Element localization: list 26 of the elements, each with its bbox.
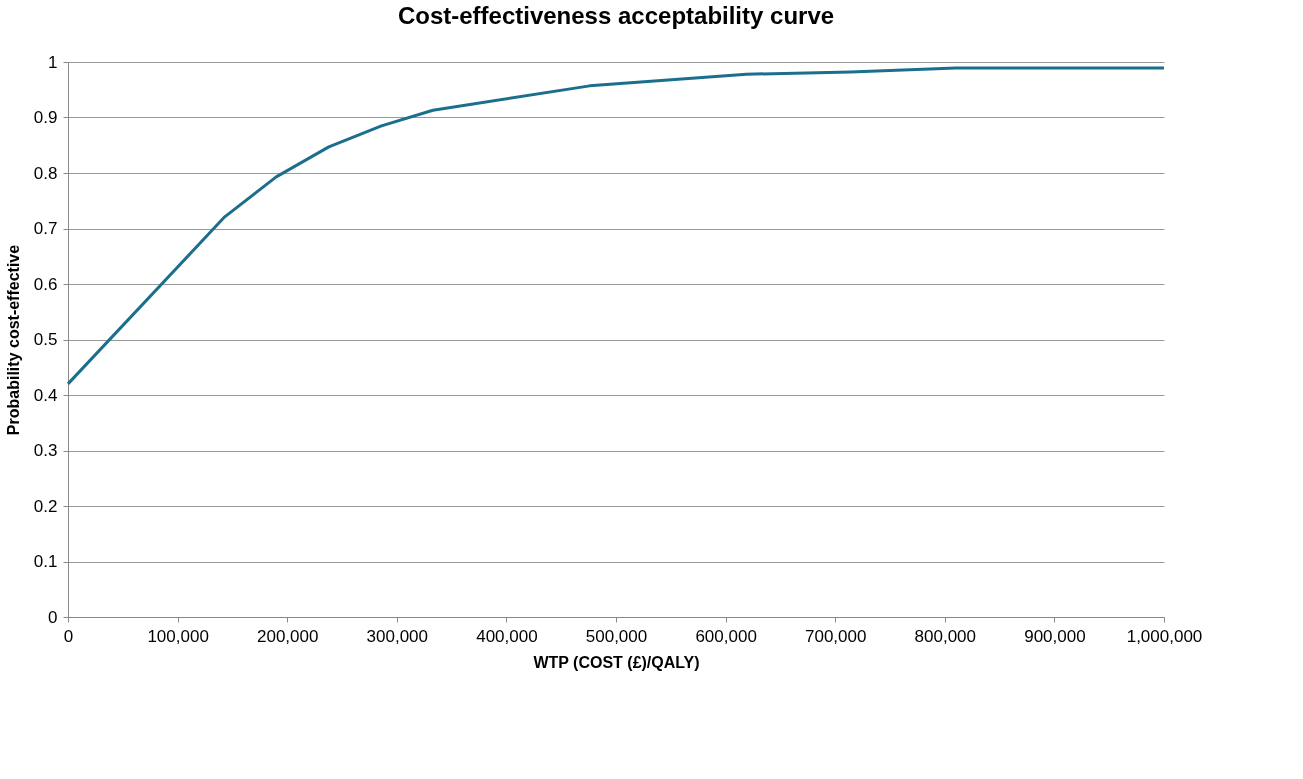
line-series <box>66 66 1166 386</box>
chart-title: Cost-effectiveness acceptability curve <box>397 2 835 29</box>
x-tick-label: 300,000 <box>366 626 429 646</box>
x-axis-title: WTP (COST (£)/QALY) <box>533 653 700 671</box>
y-tick-label: 0.2 <box>33 496 58 516</box>
x-tick-label: 800,000 <box>914 626 977 646</box>
y-tick-label: 0.8 <box>33 163 58 183</box>
y-tick-label: 0.9 <box>33 108 58 127</box>
x-tick-label: 900,000 <box>1024 626 1086 646</box>
y-tick-label: 1 <box>48 52 58 72</box>
x-tick-label: 400,000 <box>476 626 538 646</box>
y-tick-label: 0.3 <box>33 441 58 460</box>
x-tick-label: 0 <box>63 626 74 646</box>
y-tick-label: 0.1 <box>33 552 58 571</box>
y-tick-label: 0.4 <box>33 385 58 405</box>
y-axis-title: Probability cost-effective <box>4 244 22 436</box>
x-tick-label: 600,000 <box>695 626 757 646</box>
y-tick-label: 0.6 <box>33 274 58 294</box>
x-tick-label: 1,000,000 <box>1126 626 1203 646</box>
y-tick-label: 0.5 <box>33 330 58 349</box>
x-tick-label: 500,000 <box>585 626 648 646</box>
y-tick-label: 0 <box>48 607 58 627</box>
x-tick-label: 100,000 <box>147 626 209 646</box>
x-tick-label: 700,000 <box>804 626 867 646</box>
x-tick-label: 200,000 <box>256 626 319 646</box>
y-tick-label: 0.7 <box>33 219 58 238</box>
